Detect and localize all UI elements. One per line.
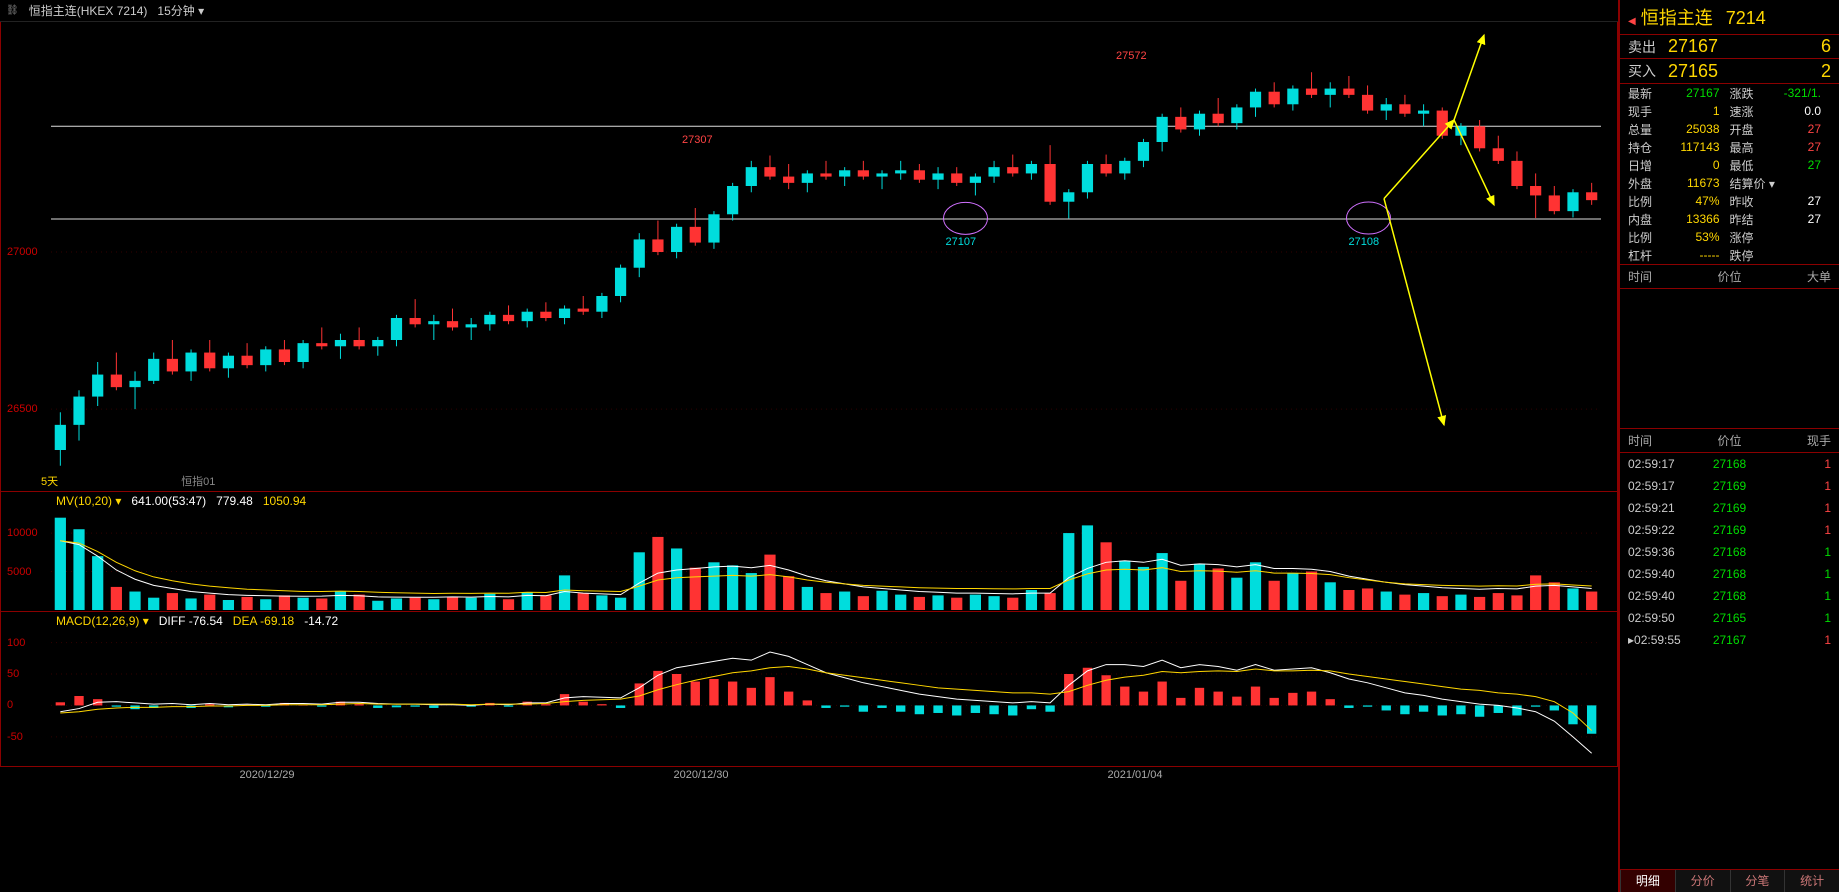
tab-bar: 明细分价分笔统计 <box>1620 870 1839 892</box>
tick-row: 02:59:17 27169 1 <box>1620 475 1839 497</box>
price-annotation: 27107 <box>946 236 977 248</box>
tick-row: 02:59:22 27169 1 <box>1620 519 1839 541</box>
tick-row: 02:59:40 27168 1 <box>1620 563 1839 585</box>
info-row: 比例47% 昨收27 <box>1620 192 1839 210</box>
tick-row: 02:59:40 27168 1 <box>1620 585 1839 607</box>
chevron-down-icon: ▾ <box>143 614 149 628</box>
macd-diff: DIFF -76.54 <box>159 614 223 628</box>
chevron-down-icon: ▾ <box>198 4 204 18</box>
info-row: 外盘11673 结算价 ▾ <box>1620 174 1839 192</box>
volume-indicator-label[interactable]: MV(10,20) ▾ <box>56 494 121 508</box>
tick-row: 02:59:36 27168 1 <box>1620 541 1839 563</box>
large-order-panel <box>1620 289 1839 429</box>
macd-dea: DEA -69.18 <box>233 614 294 628</box>
sell-row: 卖出 27167 6 <box>1620 35 1839 59</box>
price-annotation: 27572 <box>1116 50 1147 62</box>
info-row: 最新27167 涨跌-321/1. <box>1620 84 1839 102</box>
tick-header: 时间 价位 现手 <box>1620 429 1839 453</box>
macd-panel[interactable]: MACD(12,26,9) ▾ DIFF -76.54 DEA -69.18 -… <box>0 612 1618 767</box>
top-bar: ⛓ 恒指主连(HKEX 7214) 15分钟 ▾ <box>0 0 1618 22</box>
volume-chart <box>1 492 1617 611</box>
price-chart-panel[interactable]: 2650027000 27307275722710727108 5天 恒指01 <box>0 22 1618 492</box>
volume-panel[interactable]: MV(10,20) ▾ 641.00(53:47) 779.48 1050.94… <box>0 492 1618 612</box>
chevron-down-icon: ▾ <box>115 494 121 508</box>
volume-value3: 1050.94 <box>263 494 306 508</box>
info-row: 内盘13366 昨结27 <box>1620 210 1839 228</box>
info-row: 持仓117143 最高27 <box>1620 138 1839 156</box>
info-row: 总量25038 开盘27 <box>1620 120 1839 138</box>
buy-row: 买入 27165 2 <box>1620 59 1839 83</box>
candlestick-chart <box>1 22 1617 491</box>
tab-3[interactable]: 统计 <box>1784 870 1839 892</box>
timeframe-dropdown[interactable]: 15分钟 ▾ <box>157 2 204 19</box>
info-row: 日增0 最低27 <box>1620 156 1839 174</box>
footer-contract: 恒指01 <box>181 476 215 488</box>
x-axis: 2020/12/292020/12/302021/01/04 <box>0 767 1618 787</box>
tick-row: 02:59:17 27168 1 <box>1620 453 1839 475</box>
info-grid: 最新27167 涨跌-321/1. 现手1 速涨0.0 总量25038 开盘27… <box>1620 83 1839 265</box>
footer-range: 5天 <box>41 476 58 488</box>
macd-chart <box>1 612 1617 766</box>
price-annotation: 27307 <box>682 134 713 146</box>
tick-row: 02:59:21 27169 1 <box>1620 497 1839 519</box>
macd-hist: -14.72 <box>304 614 338 628</box>
macd-indicator-label[interactable]: MACD(12,26,9) ▾ <box>56 614 149 628</box>
tab-1[interactable]: 分价 <box>1675 870 1730 892</box>
side-panel: ◀ 恒指主连 7214 卖出 27167 6 买入 27165 2 最新2716… <box>1619 0 1839 892</box>
tick-list: 02:59:17 27168 1 02:59:17 27169 1 02:59:… <box>1620 453 1839 870</box>
info-row: 杠杆----- 跌停 <box>1620 246 1839 264</box>
tab-0[interactable]: 明细 <box>1620 870 1675 892</box>
price-annotation: 27108 <box>1349 236 1380 248</box>
volume-value2: 779.48 <box>216 494 253 508</box>
quote-title: ◀ 恒指主连 7214 <box>1620 0 1839 35</box>
instrument-name[interactable]: 恒指主连(HKEX 7214) <box>29 2 148 19</box>
tick-row: 02:59:50 27165 1 <box>1620 607 1839 629</box>
link-icon: ⛓ <box>6 5 19 16</box>
volume-value1: 641.00(53:47) <box>131 494 206 508</box>
info-row: 现手1 速涨0.0 <box>1620 102 1839 120</box>
tab-2[interactable]: 分笔 <box>1730 870 1785 892</box>
chart-area: ⛓ 恒指主连(HKEX 7214) 15分钟 ▾ 2650027000 2730… <box>0 0 1619 892</box>
tick-row: ▸02:59:55 27167 1 <box>1620 629 1839 651</box>
order-header: 时间 价位 大单 <box>1620 265 1839 289</box>
info-row: 比例53% 涨停 <box>1620 228 1839 246</box>
